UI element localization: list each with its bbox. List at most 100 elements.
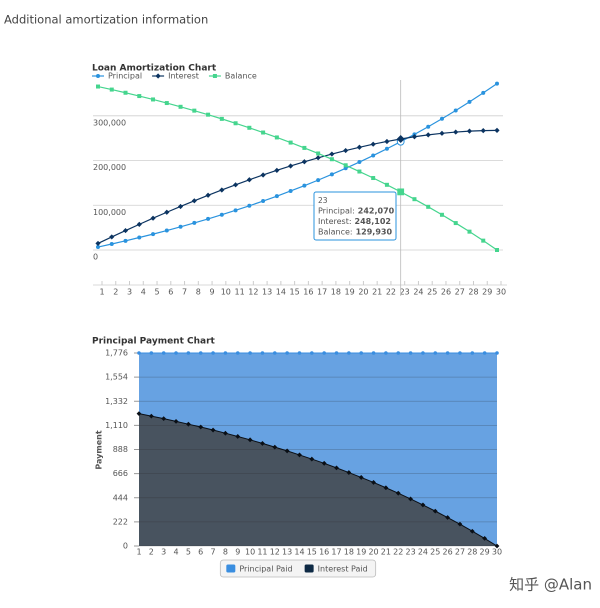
marker xyxy=(357,160,362,165)
y-tick-label: 100,000 xyxy=(93,208,126,217)
marker xyxy=(123,238,128,243)
marker xyxy=(384,138,390,145)
marker xyxy=(371,351,376,355)
x-tick-label: 2 xyxy=(149,548,154,557)
marker xyxy=(260,441,265,446)
marker xyxy=(439,130,445,136)
legend-marker xyxy=(212,74,217,78)
legend-label: Interest Paid xyxy=(318,565,368,574)
marker xyxy=(185,421,191,427)
series-line xyxy=(97,85,498,251)
marker xyxy=(334,465,339,471)
x-tick-label: 21 xyxy=(381,548,391,557)
marker xyxy=(161,416,167,422)
marker xyxy=(408,351,413,355)
y-tick-label: 1,110 xyxy=(105,421,128,430)
x-tick-label: 29 xyxy=(480,548,490,557)
marker xyxy=(247,437,253,443)
marker xyxy=(174,351,178,355)
chart-title: Loan Amortization Chart xyxy=(92,64,217,74)
marker xyxy=(321,460,327,466)
marker xyxy=(482,351,487,355)
marker xyxy=(288,140,293,145)
legend-box xyxy=(219,559,377,578)
x-tick-label: 6 xyxy=(168,288,173,297)
marker xyxy=(453,129,459,135)
marker xyxy=(260,351,265,355)
x-tick-label: 18 xyxy=(344,548,354,557)
x-tick-label: 10 xyxy=(245,548,255,557)
x-tick-label: 12 xyxy=(248,288,258,297)
marker xyxy=(334,351,339,355)
marker xyxy=(411,134,418,140)
marker xyxy=(285,351,289,355)
x-tick-label: 26 xyxy=(441,288,451,297)
watermark: 知乎 @Alan xyxy=(509,576,592,594)
marker xyxy=(469,528,475,534)
marker xyxy=(247,125,252,130)
x-tick-label: 28 xyxy=(468,288,478,297)
marker xyxy=(261,130,266,135)
marker xyxy=(219,212,224,217)
y-tick-label: 1,776 xyxy=(105,349,128,358)
marker xyxy=(396,135,405,144)
marker xyxy=(445,351,450,355)
marker xyxy=(198,424,204,430)
legend-label: Principal xyxy=(108,72,142,81)
marker xyxy=(297,452,302,458)
tooltip-title: 23 xyxy=(318,196,328,205)
x-tick-label: 30 xyxy=(492,548,502,557)
tooltip-label: Balance: xyxy=(318,228,353,237)
marker xyxy=(432,508,438,514)
marker xyxy=(383,485,389,491)
x-tick-label: 16 xyxy=(319,548,329,557)
x-tick-label: 1 xyxy=(99,288,104,297)
x-tick-label: 24 xyxy=(413,288,423,297)
marker xyxy=(137,235,142,240)
marker xyxy=(274,194,279,199)
marker xyxy=(211,351,215,355)
marker xyxy=(161,351,166,355)
marker xyxy=(261,199,266,204)
marker xyxy=(191,198,197,204)
marker xyxy=(272,444,278,450)
marker xyxy=(109,234,115,240)
legend-label: Interest xyxy=(168,72,199,81)
marker xyxy=(246,177,252,183)
x-tick-label: 13 xyxy=(282,548,292,557)
marker xyxy=(495,81,499,86)
marker xyxy=(439,116,444,121)
marker xyxy=(235,434,241,439)
marker xyxy=(302,183,307,188)
marker xyxy=(206,216,211,221)
marker xyxy=(96,84,100,89)
marker xyxy=(164,228,169,233)
marker xyxy=(177,203,184,210)
marker xyxy=(421,351,425,355)
marker xyxy=(343,166,348,171)
marker xyxy=(494,127,500,133)
legend-label: Balance xyxy=(225,72,257,81)
marker xyxy=(371,176,376,181)
x-tick-label: 8 xyxy=(196,288,201,297)
x-tick-label: 16 xyxy=(303,288,313,297)
x-tick-label: 7 xyxy=(182,288,187,297)
marker xyxy=(173,418,179,424)
marker xyxy=(198,351,203,355)
marker xyxy=(260,172,266,178)
x-tick-label: 7 xyxy=(211,548,216,557)
marker xyxy=(439,212,444,217)
marker xyxy=(346,470,352,475)
marker xyxy=(426,204,431,209)
x-tick-label: 4 xyxy=(141,288,146,297)
marker xyxy=(370,141,376,147)
marker xyxy=(122,227,129,234)
marker xyxy=(274,135,279,140)
y-tick-label: 1,554 xyxy=(105,373,128,382)
x-tick-label: 27 xyxy=(455,288,465,297)
marker xyxy=(433,351,438,355)
marker xyxy=(233,121,238,126)
y-tick-label: 666 xyxy=(113,469,128,478)
marker xyxy=(219,187,225,193)
x-tick-label: 22 xyxy=(393,548,403,557)
